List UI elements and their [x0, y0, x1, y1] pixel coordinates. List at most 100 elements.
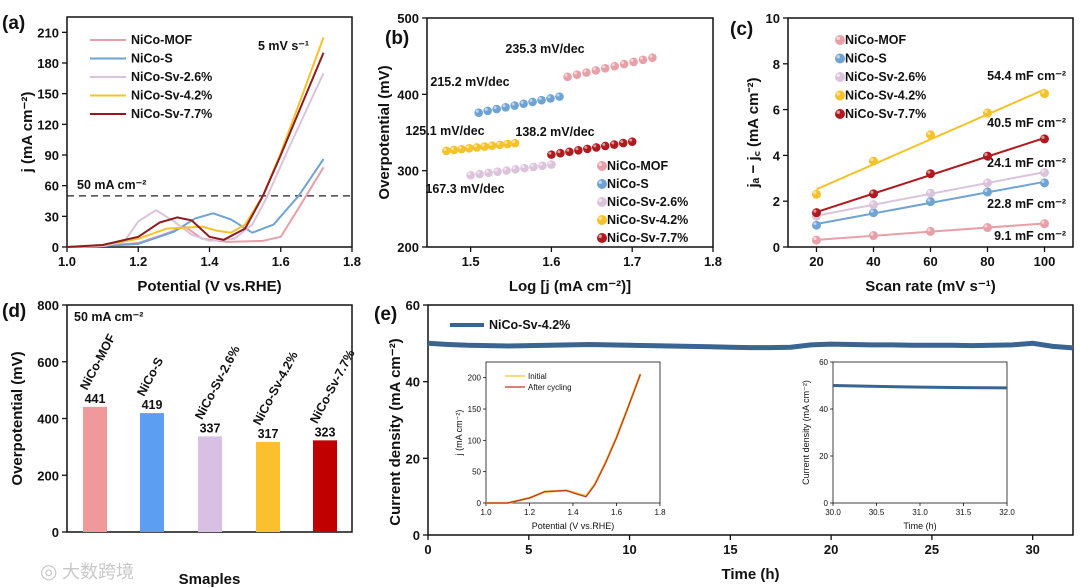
point-highlight	[557, 150, 561, 154]
x-tick-label: 1.4	[200, 254, 219, 269]
point-highlight	[813, 209, 817, 213]
reference-line-label: 50 mA cm⁻²	[77, 178, 146, 192]
data-point	[472, 143, 482, 152]
data-point	[466, 170, 475, 180]
x-tick-label: 20	[824, 542, 838, 557]
legend-label: After cycling	[528, 383, 572, 392]
point-highlight	[493, 106, 497, 110]
data-point	[547, 150, 556, 159]
bar-value-label: 323	[315, 425, 336, 439]
point-highlight	[598, 234, 602, 238]
point-highlight	[813, 222, 817, 226]
legend-label: NiCo-S	[845, 52, 887, 66]
data-point	[835, 35, 845, 45]
point-highlight	[443, 147, 447, 151]
data-point	[480, 142, 489, 151]
data-point	[869, 156, 878, 166]
y-tick-label: 0	[52, 240, 59, 255]
point-highlight	[611, 63, 615, 67]
data-point	[597, 215, 607, 225]
point-highlight	[476, 171, 480, 175]
y-tick-label: 0	[413, 528, 420, 543]
panel-3: (d) 0 200 400 600 800 Smaples Overpotential (mV…	[2, 298, 358, 588]
point-highlight	[504, 141, 508, 145]
legend-label: NiCo-MOF	[607, 159, 668, 173]
data-point	[619, 59, 629, 69]
data-point	[610, 61, 620, 71]
capacitance-label: 9.1 mF cm⁻²	[994, 229, 1066, 243]
data-point	[483, 106, 492, 116]
y-tick-label: 40	[406, 375, 420, 390]
data-point	[926, 188, 935, 198]
capacitance-label: 54.4 mF cm⁻²	[987, 69, 1066, 83]
x-axis-label: Potential (V vs.RHE)	[137, 278, 281, 295]
point-highlight	[584, 145, 588, 149]
point-highlight	[630, 58, 634, 62]
data-point	[442, 146, 451, 156]
y-tick-label: 50	[472, 468, 481, 477]
point-highlight	[1041, 90, 1045, 94]
data-point	[546, 94, 555, 103]
data-point	[869, 200, 878, 210]
data-point	[926, 197, 935, 207]
tafel-slope-label: 167.3 mV/dec	[425, 182, 504, 196]
x-tick-label: 30.5	[869, 508, 885, 517]
y-tick-label: 60	[819, 358, 828, 367]
point-highlight	[836, 36, 840, 40]
x-tick-label: 1.6	[542, 254, 560, 269]
point-highlight	[984, 109, 988, 114]
x-axis-label: Smaples	[179, 571, 241, 588]
data-point	[555, 92, 564, 101]
x-tick-label: 31.0	[912, 508, 928, 517]
data-point	[926, 130, 935, 140]
panel-label: (a)	[2, 13, 25, 34]
x-tick-label: 60	[923, 254, 937, 269]
y-tick-label: 600	[37, 355, 59, 370]
legend-label: NiCo-Sv-7.7%	[131, 107, 212, 121]
data-point	[582, 68, 591, 77]
y-tick-label: 0	[477, 499, 482, 508]
y-tick-label: 30	[45, 209, 59, 224]
axes-frame	[66, 16, 353, 248]
y-tick-label: 200	[37, 468, 59, 483]
data-point	[563, 72, 572, 82]
data-point	[529, 162, 538, 172]
data-point	[502, 166, 511, 175]
legend-label: NiCo-S	[131, 52, 173, 66]
bar-value-label: 317	[258, 427, 279, 441]
point-highlight	[602, 142, 606, 146]
point-highlight	[566, 148, 570, 152]
y-tick-label: 150	[468, 405, 482, 414]
bar	[83, 406, 107, 532]
point-highlight	[836, 92, 840, 96]
data-point	[1040, 89, 1049, 99]
y-axis-label: Overpotential (mV)	[376, 65, 393, 199]
data-point	[503, 139, 512, 149]
data-point	[538, 161, 547, 171]
data-point	[597, 233, 607, 243]
data-point	[1040, 134, 1049, 144]
y-tick-label: 200	[397, 240, 419, 255]
bar-category-label: NiCo-Sv-7.7%	[307, 347, 358, 425]
x-tick-label: 31.5	[956, 508, 972, 517]
y-tick-label: 0	[52, 525, 59, 540]
point-highlight	[466, 145, 470, 149]
point-highlight	[984, 188, 988, 193]
point-highlight	[489, 142, 493, 146]
x-tick-label: 30	[1025, 542, 1039, 557]
data-point	[638, 55, 648, 65]
legend-label: NiCo-Sv-7.7%	[607, 231, 688, 245]
x-tick-label: 30.0	[825, 508, 841, 517]
scan-rate-annotation: 5 mV s⁻¹	[258, 39, 309, 53]
data-point	[869, 189, 878, 199]
point-highlight	[836, 55, 840, 59]
point-highlight	[512, 166, 516, 170]
point-highlight	[870, 209, 874, 213]
y-tick-label: 400	[37, 412, 59, 427]
panel-label: (d)	[2, 301, 26, 322]
capacitance-label: 22.8 mF cm⁻²	[987, 197, 1066, 211]
data-point	[812, 208, 821, 218]
y-tick-label: 60	[45, 179, 59, 194]
y-tick-label: 20	[406, 451, 420, 466]
axes-frame	[427, 304, 1074, 536]
